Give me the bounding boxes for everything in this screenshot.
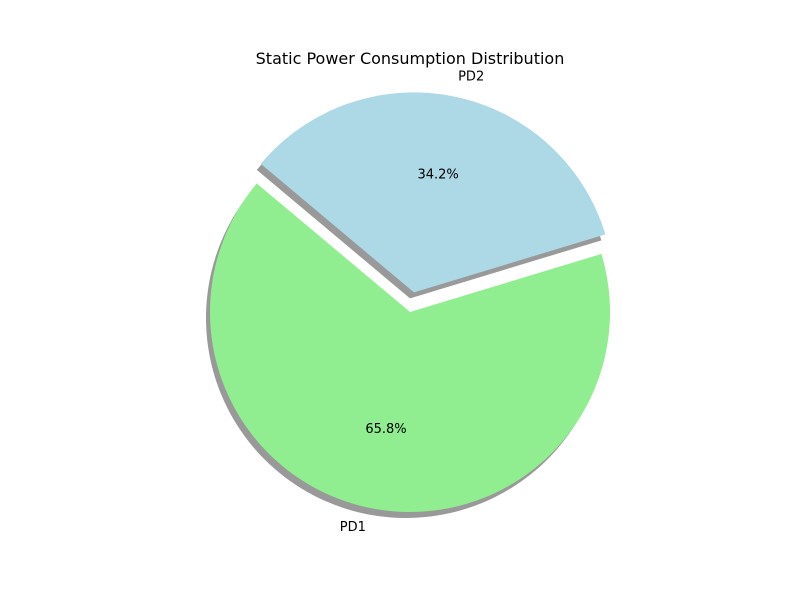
slice-pct-pd2: 34.2% [417, 167, 458, 182]
slice-pd2 [260, 92, 606, 293]
slice-labels: PD1 65.8% PD2 34.2% [340, 69, 484, 535]
slice-label-pd2: PD2 [458, 69, 484, 84]
slice-label-pd1: PD1 [340, 520, 366, 535]
chart-title: Static Power Consumption Distribution [256, 49, 565, 68]
slices [209, 92, 610, 513]
slice-pct-pd1: 65.8% [365, 422, 406, 437]
slice-pd1 [209, 183, 610, 513]
